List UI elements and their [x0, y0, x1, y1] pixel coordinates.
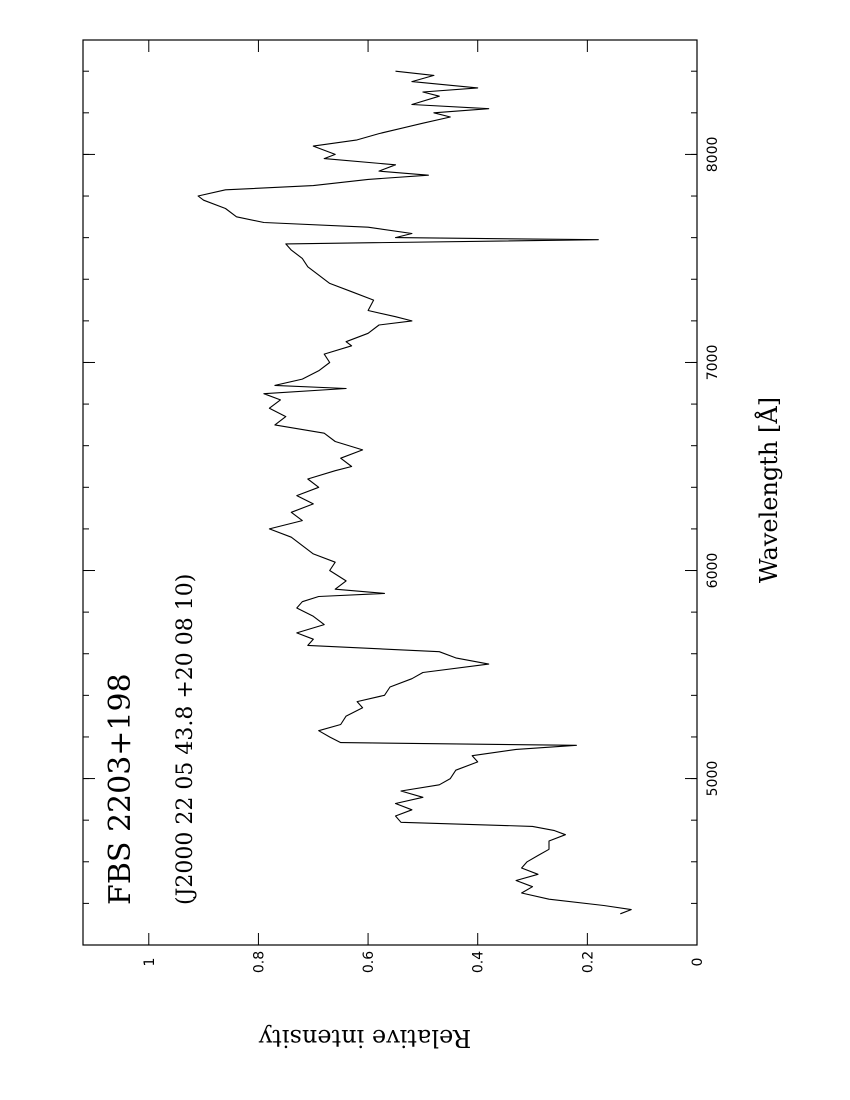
- x-tick-label: 5000: [705, 761, 721, 797]
- x-tick-label: 8000: [705, 137, 721, 173]
- x-tick-label: 6000: [705, 553, 721, 589]
- x-axis-label: Wavelength [Å]: [754, 397, 783, 583]
- plot-frame: [82, 39, 698, 946]
- y-tick-label: 0.8: [251, 951, 267, 973]
- y-tick-label: 0.6: [361, 951, 377, 973]
- chart-title: FBS 2203+198: [103, 673, 138, 905]
- spectrum-line: [197, 70, 632, 915]
- y-axis-label: Relative intensity: [258, 1024, 471, 1052]
- y-tick-label: 0.2: [580, 951, 596, 973]
- y-tick-label: 1: [142, 958, 158, 967]
- y-tick-label: 0: [690, 958, 706, 967]
- y-tick-label: 0.4: [471, 951, 487, 973]
- chart-subtitle: (J2000 22 05 43.8 +20 08 10): [173, 574, 198, 905]
- x-tick-label: 7000: [705, 345, 721, 381]
